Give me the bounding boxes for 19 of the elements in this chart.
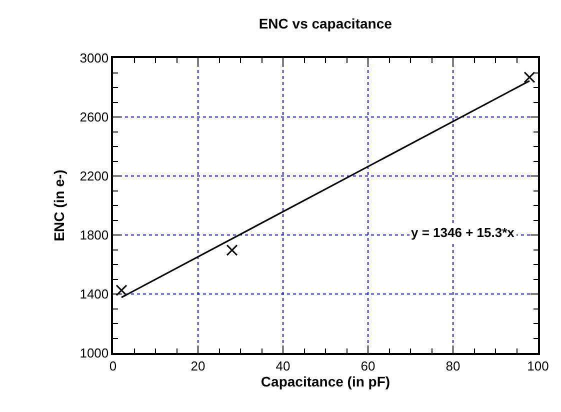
x-tick-label: 100 bbox=[527, 358, 549, 374]
y-tick-label: 2600 bbox=[80, 110, 109, 125]
y-tick-label: 1800 bbox=[80, 228, 109, 243]
point bbox=[524, 72, 536, 84]
point bbox=[226, 244, 238, 256]
x-tick-label: 20 bbox=[190, 358, 206, 374]
chart-title: ENC vs capacitance bbox=[258, 15, 392, 32]
annotation: y = 1346 + 15.3*x bbox=[411, 225, 516, 240]
y-tick-label: 3000 bbox=[80, 50, 109, 66]
x-tick-label: 60 bbox=[360, 358, 376, 374]
y-axis-title: ENC (in e-) bbox=[50, 170, 67, 242]
x-tick-label: 80 bbox=[446, 358, 460, 374]
point bbox=[116, 284, 128, 296]
y-tick-label: 1400 bbox=[80, 286, 109, 302]
x-axis-title: Capacitance (in pF) bbox=[260, 373, 390, 390]
x-tick-label: 0 bbox=[109, 358, 117, 374]
y-tick-label: 1000 bbox=[80, 346, 109, 361]
y-tick-label: 2200 bbox=[80, 168, 109, 184]
x-tick-label: 40 bbox=[276, 358, 290, 374]
